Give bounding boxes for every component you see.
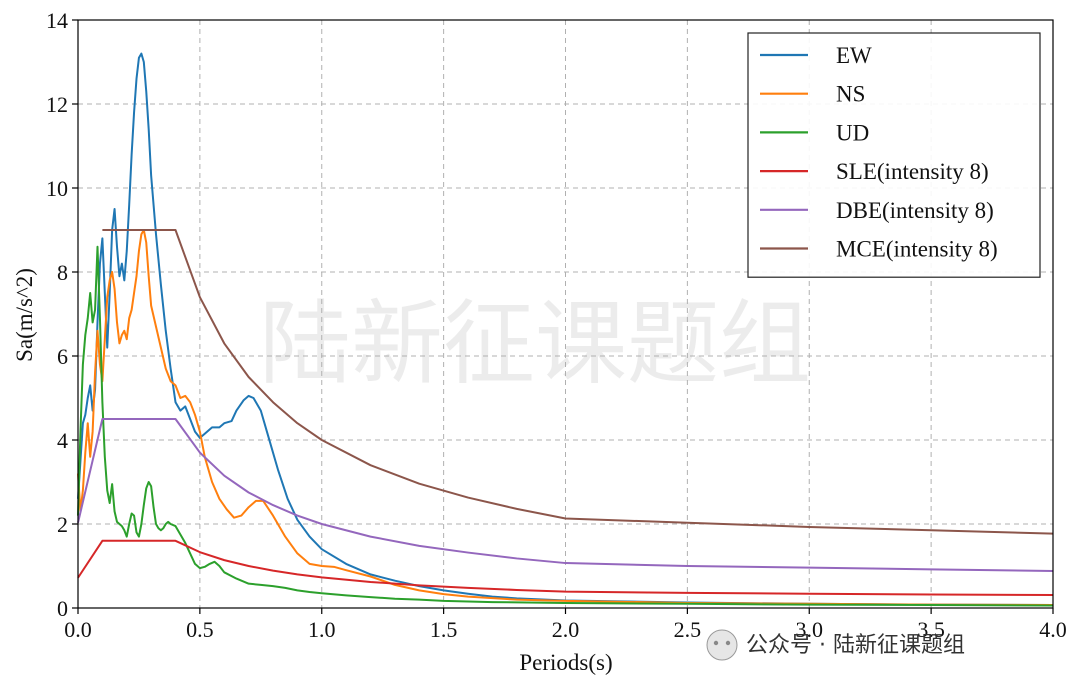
y-tick-label: 14 <box>46 8 68 33</box>
legend-label: MCE(intensity 8) <box>836 237 998 262</box>
axis-ticks: 0.0 0.5 1.0 1.5 2.0 2.5 3.0 3.5 4.0 0 2 4 6 8 10 12 14 <box>46 8 1067 642</box>
x-tick-label: 2.0 <box>552 617 580 642</box>
x-axis-label: Periods(s) <box>519 650 612 675</box>
series-line-ud <box>77 245 1054 607</box>
wechat-icon <box>706 629 738 661</box>
x-tick-label: 3.0 <box>796 617 824 642</box>
legend-label: EW <box>836 43 872 68</box>
wechat-icon-eye-right <box>725 640 731 646</box>
y-tick-label: 12 <box>46 92 68 117</box>
footer-watermark: 公众号 · 陆新征课题组 <box>706 629 965 661</box>
series-line-sle-intensity-8 <box>77 539 1054 596</box>
y-tick-label: 0 <box>57 596 68 621</box>
x-tick-label: 2.5 <box>674 617 702 642</box>
wechat-icon-eye-left <box>713 640 719 646</box>
legend: EW NS UD SLE(intensity 8) DBE(intensity 8) MC… <box>747 32 1041 278</box>
x-tick-label: 0.0 <box>64 617 92 642</box>
legend-label: UD <box>836 120 869 145</box>
legend-label: SLE(intensity 8) <box>836 159 989 184</box>
y-tick-label: 4 <box>57 428 68 453</box>
y-axis-label: Sa(m/s^2) <box>12 268 37 362</box>
series-layer <box>77 52 1054 607</box>
legend-box <box>747 32 1041 278</box>
x-tick-label: 4.0 <box>1039 617 1067 642</box>
footer-watermark-text: 公众号 · 陆新征课题组 <box>746 633 965 658</box>
y-tick-label: 6 <box>57 344 68 369</box>
y-tick-label: 8 <box>57 260 68 285</box>
x-tick-label: 0.5 <box>186 617 214 642</box>
x-tick-label: 1.5 <box>430 617 458 642</box>
legend-label: DBE(intensity 8) <box>836 198 994 223</box>
legend-label: NS <box>836 82 865 107</box>
watermark-text: 陆新征课题组 <box>259 290 811 397</box>
x-tick-label: 1.0 <box>308 617 336 642</box>
series-line-ns <box>77 229 1054 607</box>
series-line-mce-intensity-8 <box>102 229 1054 535</box>
x-tick-label: 3.5 <box>917 617 945 642</box>
series-line-dbe-intensity-8 <box>77 418 1054 573</box>
y-tick-label: 2 <box>57 512 68 537</box>
y-tick-label: 10 <box>46 176 68 201</box>
